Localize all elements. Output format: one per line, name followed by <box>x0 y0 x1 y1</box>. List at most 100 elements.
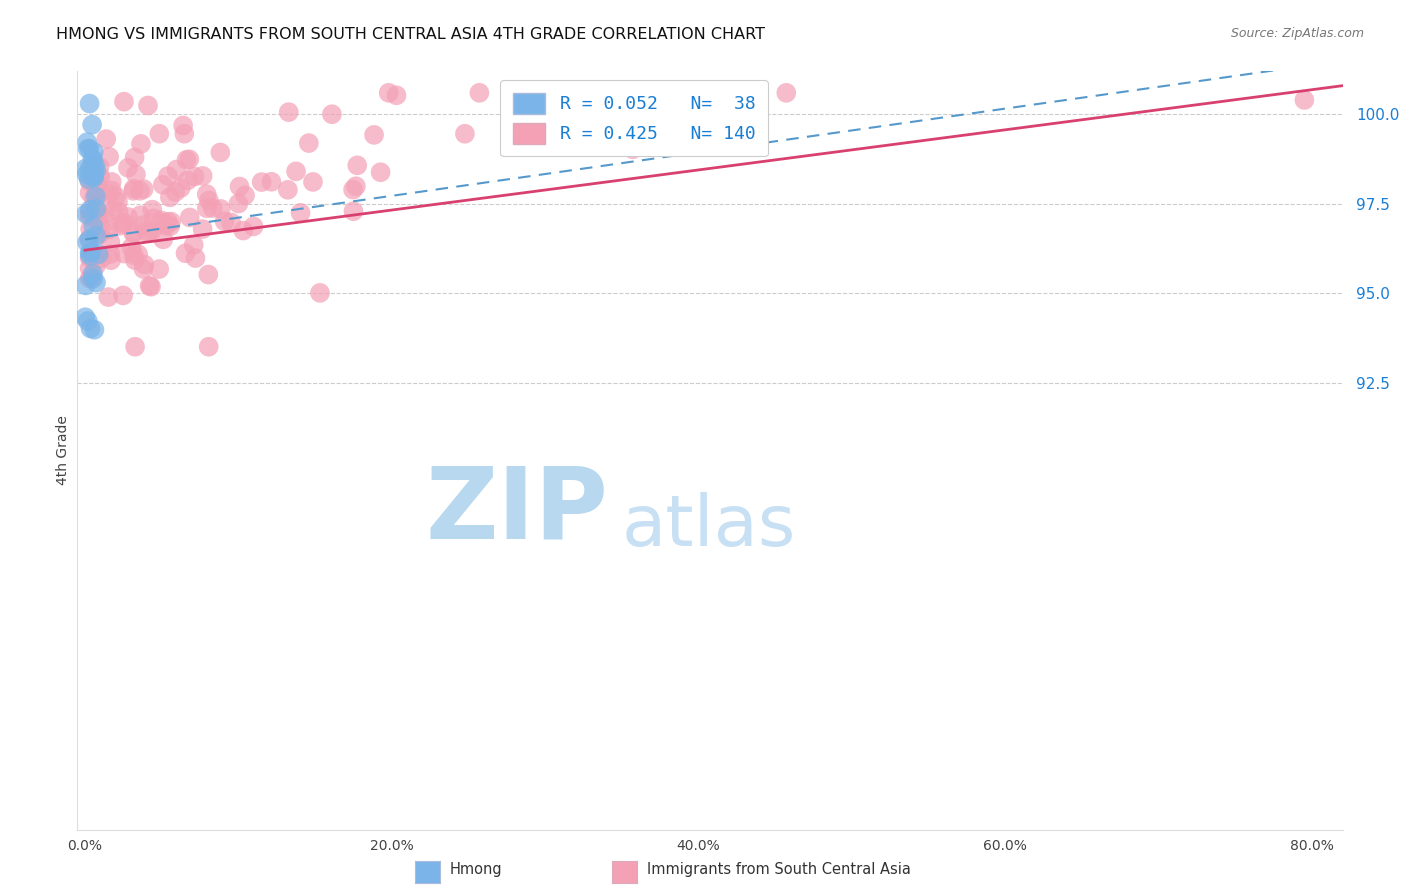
Point <box>176 153 198 167</box>
Point <box>277 105 299 120</box>
Point <box>385 88 408 103</box>
Point <box>172 119 194 133</box>
Point <box>290 206 312 220</box>
Point <box>76 235 98 250</box>
Text: ZIP: ZIP <box>426 463 609 559</box>
Point <box>184 251 207 265</box>
Point <box>165 185 187 199</box>
Point <box>97 290 120 304</box>
Point <box>100 253 122 268</box>
Point <box>89 169 111 184</box>
Point <box>117 210 139 224</box>
Point <box>98 150 121 164</box>
Point <box>129 136 152 151</box>
Point <box>80 270 103 285</box>
Point <box>138 225 160 239</box>
Point <box>142 211 165 226</box>
Point <box>132 218 155 232</box>
Point <box>76 314 98 328</box>
Point <box>298 136 321 150</box>
Point <box>125 168 148 182</box>
Point <box>152 232 174 246</box>
Point <box>79 205 101 219</box>
Point <box>197 268 219 282</box>
Point <box>79 202 101 217</box>
Point <box>122 184 145 198</box>
Point <box>173 127 195 141</box>
Point <box>79 231 101 245</box>
Point <box>80 244 103 259</box>
Point <box>82 271 104 285</box>
Point <box>176 173 198 187</box>
Point <box>87 190 110 204</box>
Point <box>141 223 163 237</box>
Point <box>100 235 122 249</box>
Point <box>228 179 250 194</box>
Point <box>83 164 105 178</box>
Point <box>79 233 101 247</box>
Point <box>250 175 273 189</box>
Point <box>621 142 644 156</box>
Point <box>77 172 100 186</box>
Point <box>82 246 104 260</box>
Point <box>93 207 115 221</box>
Point <box>83 323 105 337</box>
Point <box>82 152 104 166</box>
Point <box>148 262 170 277</box>
Point <box>124 253 146 268</box>
Point <box>86 211 108 225</box>
Point <box>104 189 127 203</box>
Point <box>89 160 111 174</box>
Point <box>79 221 101 235</box>
Point <box>302 175 325 189</box>
Point <box>83 170 105 185</box>
Point <box>183 169 205 184</box>
Point <box>79 248 101 262</box>
Point <box>84 184 107 198</box>
Point <box>370 165 392 179</box>
Point <box>84 189 107 203</box>
Point <box>135 225 157 239</box>
Point <box>79 174 101 188</box>
Point <box>83 169 105 183</box>
Point <box>82 219 104 233</box>
Point <box>75 278 97 293</box>
Point <box>79 142 101 156</box>
Point <box>232 223 254 237</box>
Point <box>80 161 103 175</box>
Point <box>82 267 104 281</box>
Point <box>122 226 145 240</box>
Point <box>101 203 124 218</box>
Point <box>159 219 181 234</box>
Point <box>79 161 101 176</box>
Point <box>228 196 250 211</box>
Point <box>377 86 399 100</box>
Point <box>159 190 181 204</box>
Point <box>79 321 101 335</box>
Point <box>155 219 177 233</box>
Point <box>89 227 111 242</box>
Text: atlas: atlas <box>621 491 796 561</box>
Point <box>83 158 105 172</box>
Point <box>129 208 152 222</box>
Point <box>79 261 101 276</box>
Point <box>344 179 367 194</box>
Point <box>132 182 155 196</box>
Point <box>98 187 121 202</box>
Point <box>75 310 97 325</box>
Point <box>179 211 201 225</box>
Point <box>120 241 142 255</box>
Point <box>79 271 101 285</box>
Point <box>179 153 201 167</box>
Point <box>209 202 232 216</box>
Point <box>112 215 135 229</box>
Point <box>117 161 139 175</box>
Point <box>170 181 193 195</box>
Point <box>156 215 179 229</box>
Point <box>156 169 179 183</box>
Point <box>197 340 219 354</box>
Point <box>195 187 218 202</box>
Point <box>191 222 214 236</box>
Point <box>98 247 121 261</box>
Point <box>87 247 110 261</box>
